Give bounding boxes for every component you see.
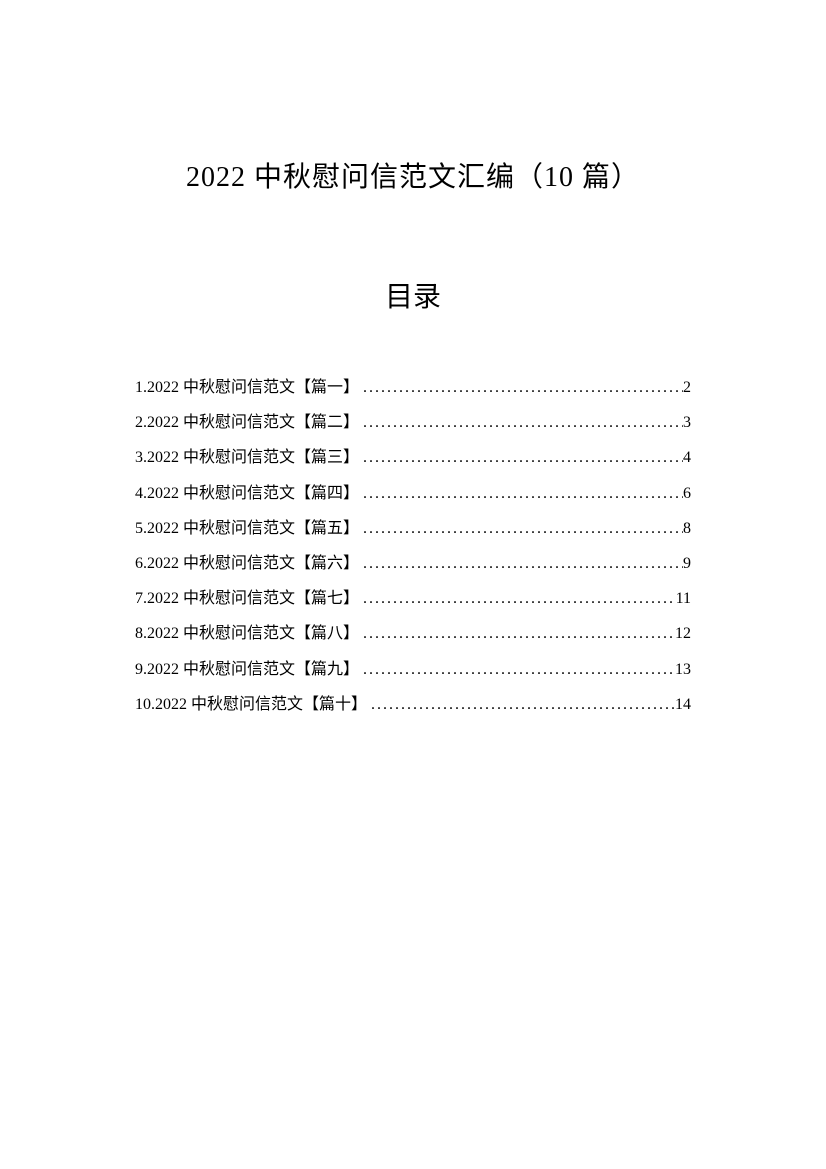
toc-item-label: 4.2022 中秋慰问信范文【篇四】 <box>135 476 359 511</box>
toc-item: 1.2022 中秋慰问信范文【篇一】 2 <box>135 370 691 405</box>
toc-item-label: 7.2022 中秋慰问信范文【篇七】 <box>135 581 359 616</box>
toc-item-dots <box>359 652 675 687</box>
toc-item-label: 1.2022 中秋慰问信范文【篇一】 <box>135 370 359 405</box>
toc-item-label: 5.2022 中秋慰问信范文【篇五】 <box>135 511 359 546</box>
toc-item-page: 12 <box>675 616 691 651</box>
toc-item: 7.2022 中秋慰问信范文【篇七】 11 <box>135 581 691 616</box>
main-title: 2022 中秋慰问信范文汇编（10 篇） <box>135 155 691 195</box>
toc-item: 9.2022 中秋慰问信范文【篇九】 13 <box>135 652 691 687</box>
toc-item-dots <box>359 405 683 440</box>
toc-item: 4.2022 中秋慰问信范文【篇四】 6 <box>135 476 691 511</box>
toc-item-page: 6 <box>683 476 691 511</box>
toc-item-label: 10.2022 中秋慰问信范文【篇十】 <box>135 687 367 722</box>
toc-item-page: 13 <box>675 652 691 687</box>
toc-item: 3.2022 中秋慰问信范文【篇三】 4 <box>135 440 691 475</box>
toc-item-dots <box>359 581 676 616</box>
toc-item-label: 9.2022 中秋慰问信范文【篇九】 <box>135 652 359 687</box>
toc-item-dots <box>359 616 675 651</box>
toc-item-dots <box>367 687 675 722</box>
toc-item-page: 14 <box>675 687 691 722</box>
toc-item: 2.2022 中秋慰问信范文【篇二】 3 <box>135 405 691 440</box>
document-page: 2022 中秋慰问信范文汇编（10 篇） 目录 1.2022 中秋慰问信范文【篇… <box>0 0 826 722</box>
toc-item-page: 3 <box>683 405 691 440</box>
toc-item: 10.2022 中秋慰问信范文【篇十】 14 <box>135 687 691 722</box>
toc-list: 1.2022 中秋慰问信范文【篇一】22.2022 中秋慰问信范文【篇二】33.… <box>135 370 691 722</box>
toc-title: 目录 <box>135 275 691 315</box>
toc-item-page: 9 <box>683 546 691 581</box>
toc-item-dots <box>359 476 683 511</box>
toc-item-page: 11 <box>676 581 691 616</box>
toc-item-label: 3.2022 中秋慰问信范文【篇三】 <box>135 440 359 475</box>
toc-item: 6.2022 中秋慰问信范文【篇六】 9 <box>135 546 691 581</box>
toc-item: 8.2022 中秋慰问信范文【篇八】 12 <box>135 616 691 651</box>
toc-item-label: 8.2022 中秋慰问信范文【篇八】 <box>135 616 359 651</box>
toc-item-dots <box>359 370 683 405</box>
toc-item-page: 4 <box>683 440 691 475</box>
toc-item-page: 2 <box>683 370 691 405</box>
toc-item-label: 6.2022 中秋慰问信范文【篇六】 <box>135 546 359 581</box>
toc-item-label: 2.2022 中秋慰问信范文【篇二】 <box>135 405 359 440</box>
toc-item: 5.2022 中秋慰问信范文【篇五】 8 <box>135 511 691 546</box>
toc-item-dots <box>359 440 683 475</box>
toc-item-page: 8 <box>683 511 691 546</box>
toc-item-dots <box>359 546 683 581</box>
toc-item-dots <box>359 511 683 546</box>
